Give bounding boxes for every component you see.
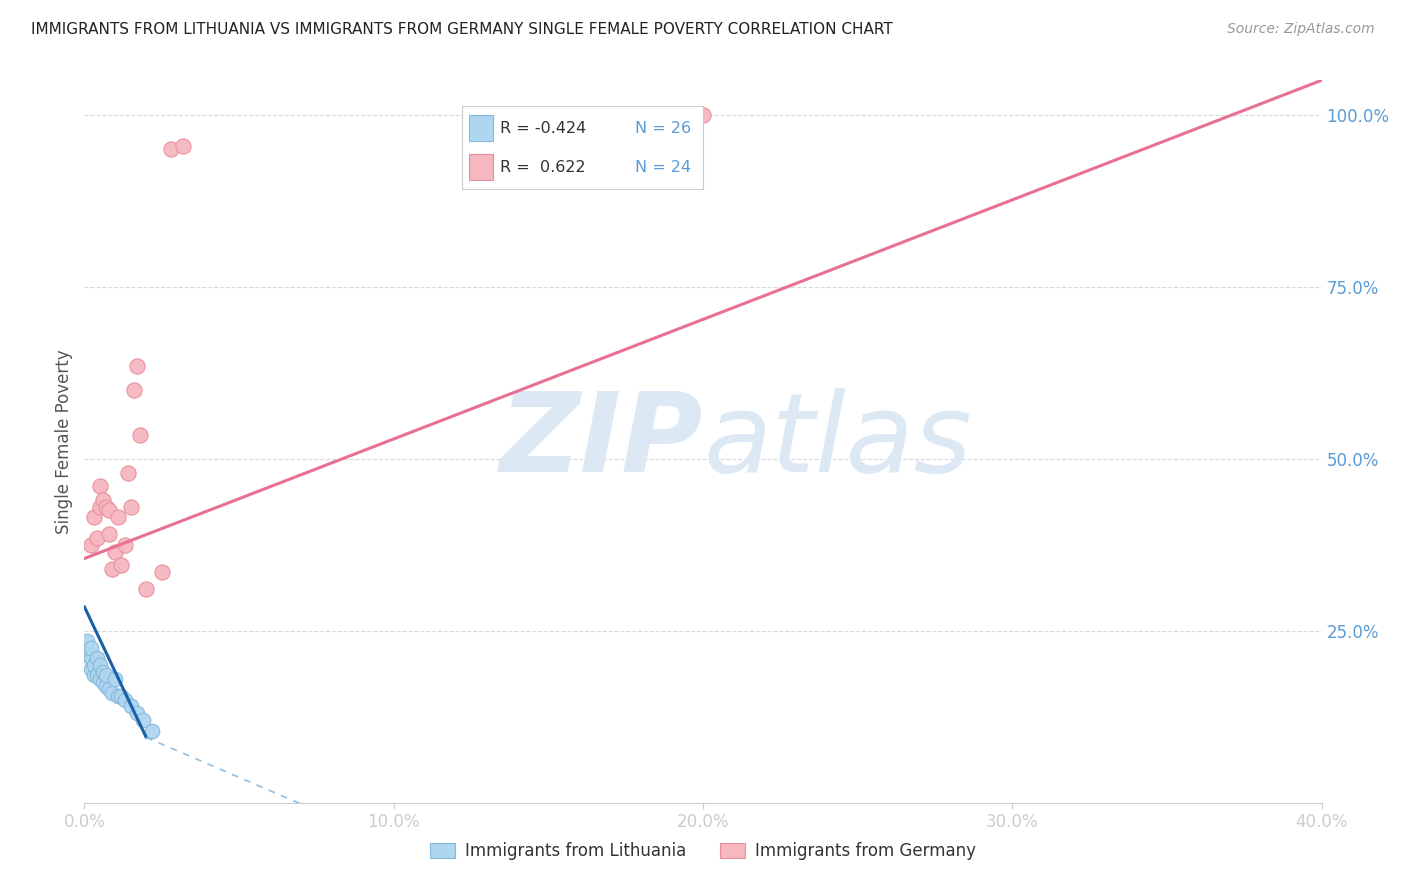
Point <box>79 662 101 676</box>
Point <box>132 713 155 727</box>
Point <box>91 665 114 679</box>
Text: ZIP: ZIP <box>499 388 703 495</box>
Point <box>135 582 157 597</box>
Point <box>129 427 152 442</box>
Point <box>86 651 108 665</box>
Point <box>692 108 714 122</box>
Point <box>107 689 129 703</box>
Point <box>83 510 105 524</box>
Point <box>94 668 117 682</box>
Point <box>89 672 111 686</box>
Point <box>110 689 132 703</box>
Point <box>79 538 101 552</box>
Point <box>79 640 101 655</box>
Point <box>91 675 114 690</box>
Point <box>117 466 139 480</box>
Point <box>98 527 121 541</box>
Point <box>150 566 173 580</box>
Point <box>120 500 142 514</box>
Point <box>76 640 98 655</box>
Point <box>114 538 136 552</box>
Point <box>120 699 142 714</box>
Text: atlas: atlas <box>703 388 972 495</box>
Point <box>94 500 117 514</box>
Point <box>160 142 183 156</box>
Legend: Immigrants from Lithuania, Immigrants from Germany: Immigrants from Lithuania, Immigrants fr… <box>423 836 983 867</box>
Point <box>76 648 98 662</box>
Point <box>110 558 132 573</box>
Point <box>89 658 111 673</box>
Y-axis label: Single Female Poverty: Single Female Poverty <box>55 350 73 533</box>
Point <box>86 531 108 545</box>
Point <box>86 668 108 682</box>
Text: Source: ZipAtlas.com: Source: ZipAtlas.com <box>1227 22 1375 37</box>
Point <box>114 692 136 706</box>
Point <box>122 383 145 397</box>
Point <box>98 503 121 517</box>
Point <box>83 668 105 682</box>
Point <box>83 658 105 673</box>
Point <box>89 500 111 514</box>
Point <box>98 682 121 697</box>
Point <box>104 544 127 558</box>
Point <box>79 651 101 665</box>
Point <box>94 679 117 693</box>
Point <box>76 634 98 648</box>
Point <box>141 723 163 738</box>
Point <box>89 479 111 493</box>
Point <box>91 493 114 508</box>
Point <box>104 672 127 686</box>
Point <box>101 686 124 700</box>
Point <box>107 510 129 524</box>
Point <box>172 138 194 153</box>
Point <box>125 359 148 373</box>
Text: IMMIGRANTS FROM LITHUANIA VS IMMIGRANTS FROM GERMANY SINGLE FEMALE POVERTY CORRE: IMMIGRANTS FROM LITHUANIA VS IMMIGRANTS … <box>31 22 893 37</box>
Point <box>125 706 148 721</box>
Point <box>101 562 124 576</box>
